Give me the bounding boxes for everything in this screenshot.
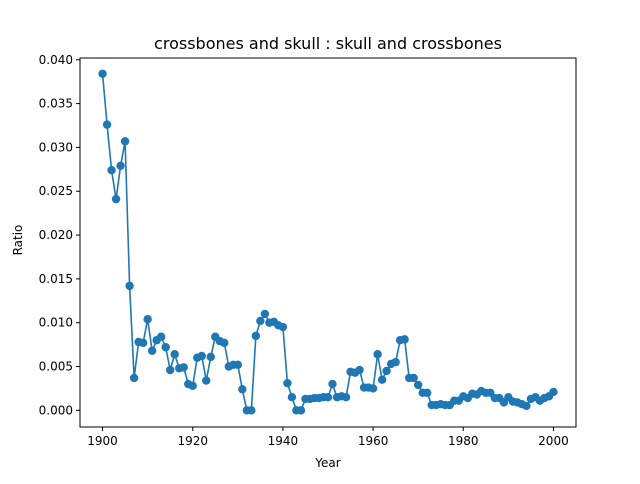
x-axis-ticks: 1900 1920 1940 1960 1980 2000 (87, 427, 569, 448)
data-point (138, 338, 148, 348)
data-point (247, 406, 256, 415)
data-point (328, 379, 337, 389)
data-point (165, 365, 175, 375)
data-point (102, 120, 112, 129)
chart-title: crossbones and skull : skull and crossbo… (154, 34, 502, 53)
data-point (156, 332, 166, 341)
y-tick-label: 0.020 (39, 228, 73, 242)
data-point (260, 309, 270, 319)
data-point (143, 314, 152, 324)
x-tick-label: 1980 (448, 434, 479, 448)
data-point (549, 387, 558, 397)
data-point (400, 335, 409, 344)
data-point (202, 376, 211, 385)
data-point (179, 363, 188, 372)
data-point (377, 375, 387, 384)
data-point (287, 392, 297, 402)
data-point (107, 165, 116, 175)
y-axis-ticks: 0.000 0.005 0.010 0.015 0.020 0.025 0.030 0.035… (39, 53, 80, 417)
data-point (423, 388, 432, 398)
data-point (238, 385, 247, 394)
data-point (391, 357, 400, 367)
data-point (323, 392, 333, 402)
x-tick-label: 1940 (268, 434, 299, 448)
data-point (220, 338, 229, 348)
data-point (413, 380, 423, 390)
data-point (409, 373, 418, 383)
data-point (522, 401, 531, 411)
data-point (197, 351, 206, 361)
y-tick-label: 0.030 (39, 140, 73, 154)
data-point (296, 406, 306, 415)
x-tick-label: 1920 (177, 434, 208, 448)
axes-frame (79, 57, 577, 428)
x-axis-label: Year (314, 456, 340, 470)
y-axis-label: Ratio (11, 225, 25, 256)
data-point (368, 384, 378, 393)
data-point (251, 331, 261, 341)
data-point (256, 316, 265, 326)
y-tick-label: 0.040 (39, 53, 73, 67)
series-markers (98, 69, 558, 415)
y-tick-label: 0.010 (39, 316, 73, 330)
y-tick-label: 0.015 (39, 272, 73, 286)
data-point (206, 352, 215, 362)
data-point (188, 381, 197, 391)
data-point (129, 373, 139, 383)
data-point (382, 366, 391, 376)
y-tick-label: 0.005 (39, 360, 73, 374)
data-point (120, 137, 130, 146)
x-tick-label: 2000 (538, 434, 569, 448)
data-point (125, 281, 134, 291)
data-point (161, 343, 170, 352)
y-tick-label: 0.025 (39, 184, 73, 198)
data-point (278, 322, 288, 332)
y-tick-label: 0.035 (39, 97, 73, 111)
data-point (111, 194, 121, 204)
x-tick-label: 1960 (358, 434, 389, 448)
data-point (98, 69, 107, 78)
y-tick-label: 0.000 (39, 403, 73, 417)
data-point (233, 360, 243, 369)
data-point (170, 350, 179, 359)
data-point (147, 346, 157, 355)
x-tick-label: 1900 (87, 434, 118, 448)
data-point (283, 378, 292, 388)
data-point (116, 161, 125, 171)
data-point (373, 350, 382, 359)
data-point (341, 392, 351, 402)
data-point (355, 365, 364, 375)
